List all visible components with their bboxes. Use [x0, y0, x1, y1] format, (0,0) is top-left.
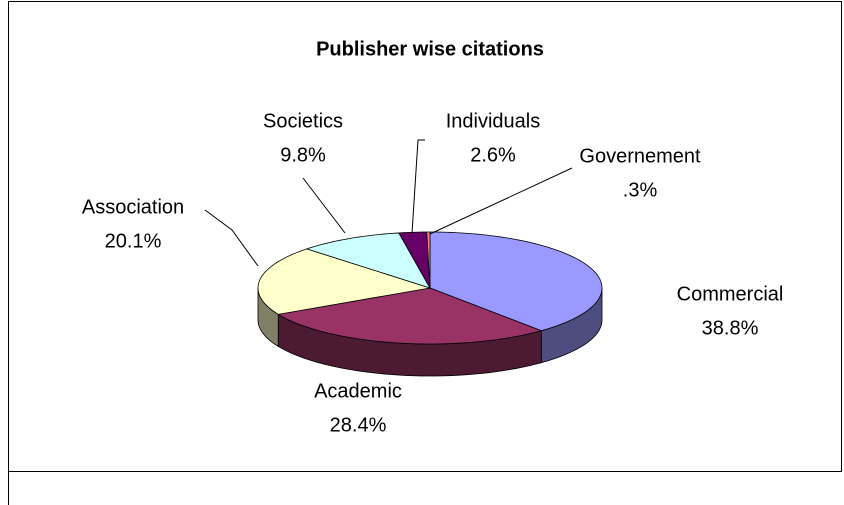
value-label: 38.8%: [702, 317, 759, 339]
leader-line: [302, 177, 346, 234]
value-label: 2.6%: [470, 144, 516, 166]
leader-line: [411, 139, 425, 234]
value-label: 28.4%: [330, 414, 387, 436]
pie-slice: [257, 248, 431, 315]
value-label: .3%: [623, 179, 658, 201]
pie-slice: [426, 231, 431, 289]
slice-label: Governement: [579, 145, 701, 167]
pie-slice: [398, 231, 431, 289]
leader-line: [204, 209, 259, 267]
pie-slice: [305, 232, 431, 289]
value-label: 9.8%: [280, 144, 326, 166]
chart-title: Publisher wise citations: [316, 38, 544, 60]
pie-slice: [429, 231, 603, 332]
slice-label: Association: [82, 196, 184, 218]
slice-label: Commercial: [677, 283, 784, 305]
value-label: 20.1%: [105, 230, 162, 252]
slice-label: Academic: [314, 380, 402, 402]
pie-slice: [277, 287, 543, 345]
slice-label: Societics: [263, 110, 343, 132]
leader-line: [429, 167, 573, 235]
slice-label: Individuals: [446, 110, 541, 132]
